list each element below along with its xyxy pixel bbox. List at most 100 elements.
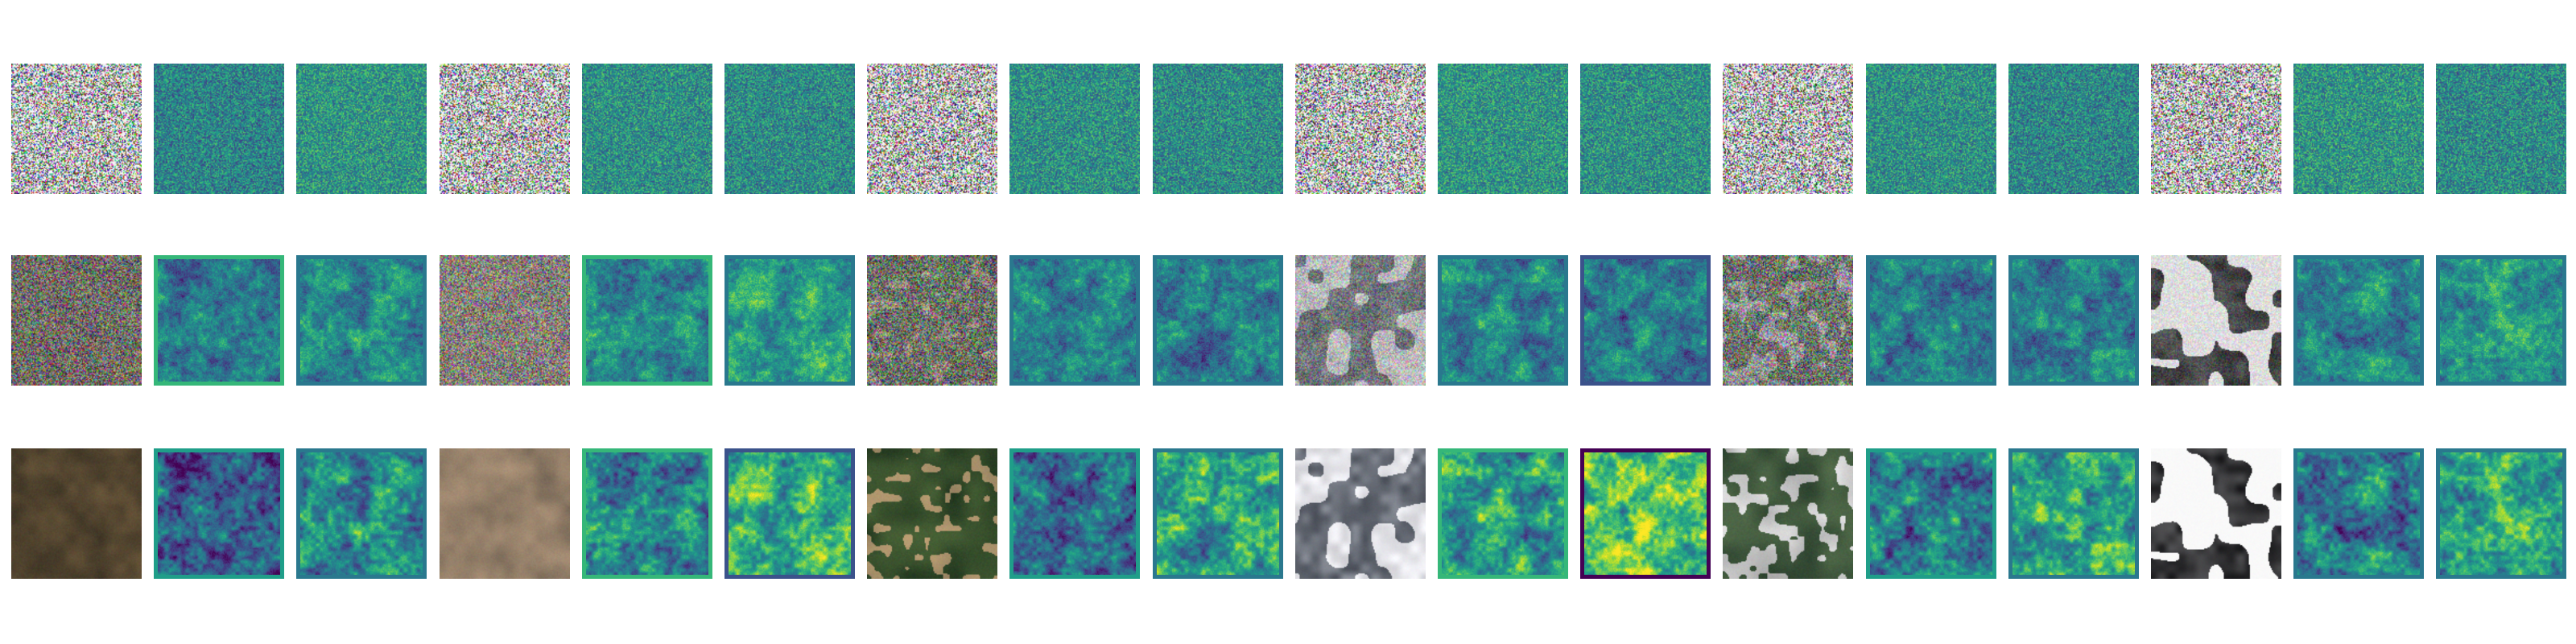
sample-tile bbox=[1723, 255, 1854, 386]
sample-tile bbox=[2293, 255, 2425, 386]
rgb-image bbox=[1294, 255, 1426, 386]
sample-tile bbox=[2151, 64, 2281, 194]
rgb-image bbox=[11, 64, 142, 194]
sample-tile bbox=[1438, 255, 1568, 386]
sample-tile bbox=[2293, 448, 2425, 579]
sample-tile bbox=[1294, 255, 1426, 386]
rgb-image bbox=[867, 255, 998, 386]
sample-tile bbox=[2151, 448, 2281, 579]
rgb-image bbox=[11, 255, 142, 386]
sample-tile bbox=[724, 448, 855, 579]
sample-tile bbox=[11, 255, 142, 386]
sample-tile bbox=[1580, 255, 1711, 386]
viridis-band-image bbox=[2297, 259, 2421, 382]
sample-tile bbox=[1152, 448, 1283, 579]
sample-tile bbox=[2436, 255, 2567, 386]
sample-tile bbox=[154, 64, 285, 194]
sample-tile bbox=[1723, 64, 1854, 194]
viridis-band-image bbox=[2293, 64, 2425, 194]
sample-tile bbox=[296, 64, 427, 194]
rgb-image bbox=[1723, 448, 1854, 579]
sample-tile bbox=[2008, 448, 2139, 579]
sample-tile bbox=[1580, 64, 1711, 194]
viridis-band-image bbox=[2012, 259, 2135, 382]
sample-tile bbox=[724, 64, 855, 194]
viridis-band-image bbox=[729, 259, 851, 382]
sample-tile bbox=[867, 448, 998, 579]
viridis-band-image bbox=[2008, 64, 2139, 194]
sample-tile bbox=[1152, 64, 1283, 194]
rgb-image bbox=[1294, 448, 1426, 579]
viridis-band-image bbox=[2440, 452, 2563, 575]
viridis-band-image bbox=[2297, 452, 2421, 575]
sample-tile bbox=[2008, 255, 2139, 386]
sample-tile bbox=[1009, 64, 1141, 194]
sample-tile bbox=[439, 255, 570, 386]
rgb-image bbox=[2151, 448, 2281, 579]
sample-tile bbox=[11, 448, 142, 579]
rgb-image bbox=[439, 448, 570, 579]
viridis-band-image bbox=[1152, 64, 1283, 194]
viridis-band-image bbox=[585, 452, 708, 575]
sample-tile bbox=[1580, 448, 1711, 579]
sample-tile bbox=[1009, 448, 1141, 579]
viridis-band-image bbox=[1013, 452, 1137, 575]
viridis-band-image bbox=[1580, 64, 1711, 194]
rgb-image bbox=[2151, 64, 2281, 194]
sample-tile bbox=[296, 255, 427, 386]
viridis-band-image bbox=[729, 452, 851, 575]
sample-tile bbox=[2151, 255, 2281, 386]
sample-tile bbox=[154, 255, 285, 386]
viridis-band-image bbox=[1865, 64, 1996, 194]
sample-tile bbox=[296, 448, 427, 579]
sample-tile bbox=[439, 448, 570, 579]
viridis-band-image bbox=[2012, 452, 2135, 575]
viridis-band-image bbox=[158, 452, 281, 575]
sample-tile bbox=[1152, 255, 1283, 386]
sample-tile bbox=[154, 448, 285, 579]
rgb-image bbox=[11, 448, 142, 579]
viridis-band-image bbox=[1869, 259, 1992, 382]
viridis-band-image bbox=[2440, 259, 2563, 382]
viridis-band-image bbox=[1442, 259, 1564, 382]
sample-tile bbox=[581, 64, 712, 194]
rgb-image bbox=[439, 255, 570, 386]
sample-tile bbox=[1438, 64, 1568, 194]
viridis-band-image bbox=[1013, 259, 1137, 382]
viridis-band-image bbox=[1438, 64, 1568, 194]
viridis-band-image bbox=[581, 64, 712, 194]
sample-tile bbox=[2436, 64, 2567, 194]
sample-tile bbox=[1723, 448, 1854, 579]
viridis-band-image bbox=[2436, 64, 2567, 194]
rgb-image bbox=[439, 64, 570, 194]
sample-tile bbox=[1294, 448, 1426, 579]
sample-tile bbox=[2008, 64, 2139, 194]
viridis-band-image bbox=[158, 259, 281, 382]
sample-tile bbox=[581, 448, 712, 579]
sample-tile bbox=[1865, 255, 1996, 386]
rgb-image bbox=[1723, 255, 1854, 386]
sample-tile bbox=[2293, 64, 2425, 194]
viridis-band-image bbox=[1584, 259, 1707, 382]
sample-tile bbox=[11, 64, 142, 194]
viridis-band-image bbox=[1442, 452, 1564, 575]
sample-tile bbox=[439, 64, 570, 194]
viridis-band-image bbox=[296, 64, 427, 194]
sample-tile bbox=[1865, 448, 1996, 579]
viridis-band-image bbox=[1869, 452, 1992, 575]
rgb-image bbox=[867, 64, 998, 194]
sample-tile bbox=[1294, 64, 1426, 194]
viridis-band-image bbox=[300, 259, 423, 382]
viridis-band-image bbox=[300, 452, 423, 575]
sample-tile bbox=[867, 255, 998, 386]
sample-tile bbox=[724, 255, 855, 386]
rgb-image bbox=[867, 448, 998, 579]
sample-tile bbox=[2436, 448, 2567, 579]
rgb-image bbox=[1294, 64, 1426, 194]
rgb-image bbox=[1723, 64, 1854, 194]
viridis-band-image bbox=[1584, 452, 1707, 575]
sample-tile bbox=[867, 64, 998, 194]
rgb-image bbox=[2151, 255, 2281, 386]
viridis-band-image bbox=[724, 64, 855, 194]
